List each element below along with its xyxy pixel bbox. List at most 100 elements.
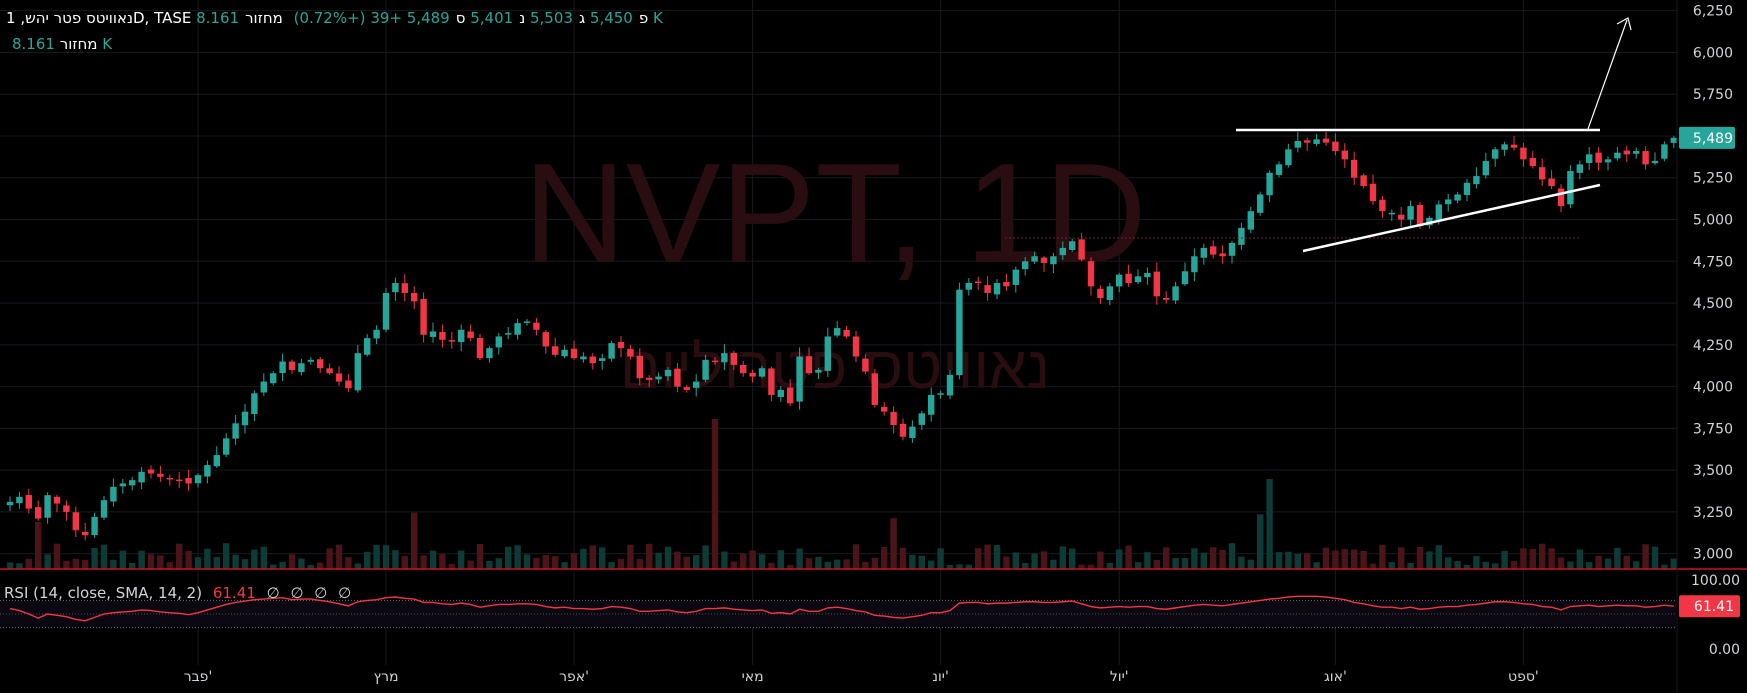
volume-bar — [1144, 552, 1151, 569]
price-tick-label: 4,250 — [1693, 338, 1733, 354]
candle-body — [843, 330, 850, 337]
candle-body — [956, 289, 963, 376]
candle-body — [1059, 247, 1066, 256]
candle-body — [298, 363, 305, 373]
candle-body — [965, 283, 972, 290]
candle-body — [1586, 154, 1593, 164]
volume-bar — [674, 551, 681, 569]
volume-bar — [448, 563, 455, 569]
volume-bar — [636, 558, 643, 569]
time-tick-label: יול' — [1110, 669, 1129, 685]
open-value: 5,450 — [589, 9, 633, 27]
volume-bar — [1275, 552, 1283, 569]
rsi-indicator-label[interactable]: RSI (14, close, SMA, 14, 2) — [4, 584, 203, 602]
volume-bar — [1407, 562, 1414, 569]
volume-bar — [1266, 479, 1273, 569]
volume-bar — [1031, 553, 1038, 569]
legend-ohlc[interactable]: נאוויטס פטר יהש, 1D, TASE פ5,450 ג5,503 … — [6, 9, 663, 27]
symbol-title[interactable]: נאוויטס פטר יהש, 1D, TASE — [6, 9, 192, 27]
volume-bar — [1360, 550, 1367, 569]
volume-bar — [166, 562, 173, 569]
volume-bar — [1153, 559, 1160, 569]
legend-volume[interactable]: מחזור 8.161 K — [6, 35, 112, 53]
candle-body — [1341, 150, 1348, 160]
candle-body — [6, 501, 14, 506]
rsi-legend[interactable]: RSI (14, close, SMA, 14, 2) 61.41 ∅ ∅ ∅ … — [4, 584, 351, 602]
candle-body — [1069, 241, 1076, 250]
candle-body — [1012, 269, 1019, 285]
time-tick-label: מאי — [742, 669, 764, 685]
rsi-axis: 100.00 0.00 61.41 — [1679, 573, 1740, 658]
volume-bar — [965, 564, 972, 569]
volume-bar — [1557, 557, 1565, 569]
volume-bar — [486, 560, 493, 569]
candle-body — [1144, 272, 1151, 278]
candle-body — [1623, 150, 1630, 155]
volume-bar — [1191, 548, 1198, 569]
volume-bar — [251, 549, 258, 569]
volume-bar — [119, 550, 126, 569]
volume-bar — [1435, 545, 1442, 569]
candle-body — [129, 480, 136, 486]
candle-body — [241, 411, 249, 426]
volume-value: 8.161 K — [12, 35, 113, 53]
volume-bar — [984, 544, 991, 569]
candle-body — [1078, 239, 1085, 260]
candle-body — [1407, 206, 1414, 220]
volume-bar — [881, 547, 888, 569]
candle-body — [570, 348, 578, 359]
candle-body — [251, 393, 258, 415]
candle-body — [458, 329, 465, 343]
volume-bar — [138, 550, 145, 569]
volume-bar — [796, 548, 803, 569]
volume-bar — [843, 559, 850, 569]
candle-body — [326, 368, 333, 374]
candle-body — [1651, 161, 1659, 164]
volume-bar — [326, 548, 333, 569]
candle-body — [542, 332, 549, 347]
volume-bar — [279, 561, 286, 569]
candle-body — [890, 411, 897, 426]
candle-body — [1050, 256, 1057, 265]
candle-body — [909, 426, 916, 438]
volume-bar — [683, 556, 690, 569]
volume-bar — [655, 552, 662, 569]
volume-bar — [364, 551, 371, 569]
volume-bar — [100, 544, 108, 569]
candle-body — [768, 368, 775, 395]
candle-body — [862, 358, 869, 372]
volume-bar — [232, 554, 239, 569]
candle-body — [824, 336, 831, 371]
candle-body — [138, 471, 145, 483]
candle-body — [223, 438, 230, 455]
candle-body — [72, 512, 79, 531]
candle-body — [1125, 273, 1132, 283]
volume-bar — [1163, 547, 1170, 569]
rsi-empty-4: ∅ — [338, 584, 352, 602]
volume-bar — [552, 556, 559, 569]
volume-bar — [1651, 546, 1659, 569]
candle-body — [1576, 164, 1583, 173]
price-tick-label: 3,250 — [1693, 505, 1733, 521]
volume-bar — [1172, 558, 1179, 569]
trend-drawings[interactable] — [1236, 17, 1632, 253]
price-tick-label: 6,250 — [1693, 4, 1733, 20]
price-tick-label: 3,750 — [1693, 421, 1733, 437]
volume-bar — [1238, 556, 1245, 569]
volume-bar — [1087, 564, 1095, 569]
price-tick-label: 5,250 — [1693, 171, 1733, 187]
candle-body — [1604, 159, 1612, 163]
candle-body — [1510, 144, 1518, 148]
price-tick-label: 3,500 — [1693, 463, 1733, 479]
volume-bar — [1304, 553, 1311, 569]
volume-bar — [1332, 550, 1339, 569]
candle-body — [270, 373, 277, 384]
volume-bar — [213, 557, 220, 569]
time-tick-label: אוג' — [1324, 669, 1347, 685]
volume-bar — [1247, 559, 1254, 569]
high-label: ג — [578, 9, 586, 27]
candle-body — [1116, 274, 1123, 287]
volume-bar — [241, 559, 249, 569]
candle-body — [721, 353, 728, 363]
